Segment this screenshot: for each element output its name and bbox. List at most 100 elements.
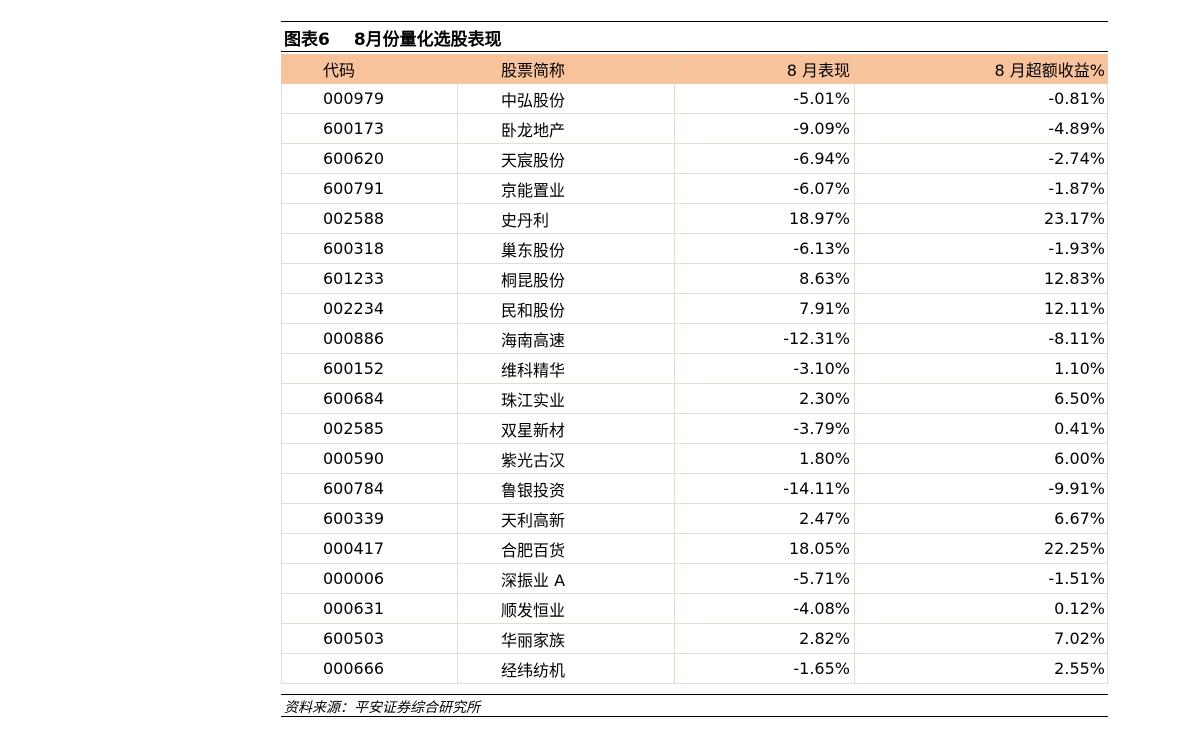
table-row: 601233 桐昆股份 8.63% 12.83% (281, 263, 1108, 294)
table-cell: -3.10% (674, 353, 855, 384)
table-cell: 12.83% (854, 263, 1108, 294)
table-row: 600791 京能置业 -6.07% -1.87% (281, 173, 1108, 204)
table-cell: 000666 (281, 653, 458, 684)
table-body: 000979 中弘股份 -5.01% -0.81% 600173 卧龙地产 -9.09% -4… (281, 83, 1108, 684)
table-row: 600784 鲁银投资 -14.11% -9.91% (281, 473, 1108, 504)
table-title: 图表6 8月份量化选股表现 (284, 25, 502, 50)
table-row: 002234 民和股份 7.91% 12.11% (281, 293, 1108, 324)
table-cell: 深振业 A (457, 563, 675, 594)
table-cell: -6.13% (674, 233, 855, 264)
table-cell: 000417 (281, 533, 458, 564)
table-row: 000886 海南高速 -12.31% -8.11% (281, 323, 1108, 354)
table-cell: 2.47% (674, 503, 855, 534)
table-cell: 经纬纺机 (457, 653, 675, 684)
table-cell: -1.65% (674, 653, 855, 684)
title-label: 图表6 (284, 30, 330, 50)
table-cell: 600318 (281, 233, 458, 264)
table-cell: -2.74% (854, 143, 1108, 174)
table-cell: -12.31% (674, 323, 855, 354)
table-cell: 600784 (281, 473, 458, 504)
table-cell: 0.41% (854, 413, 1108, 444)
table-cell: 维科精华 (457, 353, 675, 384)
table-cell: 000006 (281, 563, 458, 594)
table-cell: 2.30% (674, 383, 855, 414)
table-cell: 天利高新 (457, 503, 675, 534)
table-cell: 1.10% (854, 353, 1108, 384)
table-cell: 紫光古汉 (457, 443, 675, 474)
table-cell: 京能置业 (457, 173, 675, 204)
table-row: 002588 史丹利 18.97% 23.17% (281, 203, 1108, 234)
table-cell: 002234 (281, 293, 458, 324)
table-cell: -5.71% (674, 563, 855, 594)
table-cell: 12.11% (854, 293, 1108, 324)
table-cell: -4.89% (854, 113, 1108, 144)
table-cell: 600152 (281, 353, 458, 384)
table-cell: 000631 (281, 593, 458, 624)
table-cell: -8.11% (854, 323, 1108, 354)
table-cell: -3.79% (674, 413, 855, 444)
title-text: 8月份量化选股表现 (353, 30, 502, 50)
header-cell: 8 月表现 (674, 54, 855, 84)
table-cell: 002588 (281, 203, 458, 234)
bottom-rule (281, 694, 1108, 695)
source-rule (281, 716, 1108, 717)
table-cell: -0.81% (854, 83, 1108, 114)
table-cell: 海南高速 (457, 323, 675, 354)
table-cell: 民和股份 (457, 293, 675, 324)
table-row: 000590 紫光古汉 1.80% 6.00% (281, 443, 1108, 474)
table-row: 600173 卧龙地产 -9.09% -4.89% (281, 113, 1108, 144)
table-cell: 18.05% (674, 533, 855, 564)
table-cell: 史丹利 (457, 203, 675, 234)
table-row: 002585 双星新材 -3.79% 0.41% (281, 413, 1108, 444)
table-row: 600339 天利高新 2.47% 6.67% (281, 503, 1108, 534)
title-rule (281, 51, 1108, 52)
table-cell: 华丽家族 (457, 623, 675, 654)
table-cell: 0.12% (854, 593, 1108, 624)
table-cell: -4.08% (674, 593, 855, 624)
top-rule (281, 21, 1108, 22)
table-row: 600318 巢东股份 -6.13% -1.93% (281, 233, 1108, 264)
table-cell: 合肥百货 (457, 533, 675, 564)
table-cell: 2.55% (854, 653, 1108, 684)
table-cell: 中弘股份 (457, 83, 675, 114)
table-cell: 鲁银投资 (457, 473, 675, 504)
table-cell: 600791 (281, 173, 458, 204)
table-row: 600503 华丽家族 2.82% 7.02% (281, 623, 1108, 654)
table-row: 000417 合肥百货 18.05% 22.25% (281, 533, 1108, 564)
table-cell: 6.50% (854, 383, 1108, 414)
table-row: 000631 顺发恒业 -4.08% 0.12% (281, 593, 1108, 624)
table-cell: 601233 (281, 263, 458, 294)
table-cell: 22.25% (854, 533, 1108, 564)
table-cell: -9.09% (674, 113, 855, 144)
table-cell: 23.17% (854, 203, 1108, 234)
table-row: 000666 经纬纺机 -1.65% 2.55% (281, 653, 1108, 684)
table-row: 600152 维科精华 -3.10% 1.10% (281, 353, 1108, 384)
table-cell: 2.82% (674, 623, 855, 654)
table-row: 600684 珠江实业 2.30% 6.50% (281, 383, 1108, 414)
table-cell: 600339 (281, 503, 458, 534)
table-cell: 1.80% (674, 443, 855, 474)
table-cell: -1.87% (854, 173, 1108, 204)
table-cell: 珠江实业 (457, 383, 675, 414)
table-cell: 巢东股份 (457, 233, 675, 264)
table-cell: -14.11% (674, 473, 855, 504)
table-cell: 600684 (281, 383, 458, 414)
table-cell: 600620 (281, 143, 458, 174)
table-cell: 7.91% (674, 293, 855, 324)
header-cell: 股票简称 (457, 54, 675, 84)
header-cell: 8 月超额收益% (854, 54, 1108, 84)
table-cell: 6.67% (854, 503, 1108, 534)
table-cell: 18.97% (674, 203, 855, 234)
table-cell: 000886 (281, 323, 458, 354)
table-cell: 双星新材 (457, 413, 675, 444)
header-row: 代码 股票简称 8 月表现 8 月超额收益% (281, 54, 1108, 84)
table-cell: 7.02% (854, 623, 1108, 654)
table-cell: -1.51% (854, 563, 1108, 594)
source-note: 资料来源：平安证券综合研究所 (284, 700, 480, 716)
table-cell: 顺发恒业 (457, 593, 675, 624)
table-cell: -1.93% (854, 233, 1108, 264)
table-cell: 600503 (281, 623, 458, 654)
table-cell: 002585 (281, 413, 458, 444)
table-cell: -5.01% (674, 83, 855, 114)
